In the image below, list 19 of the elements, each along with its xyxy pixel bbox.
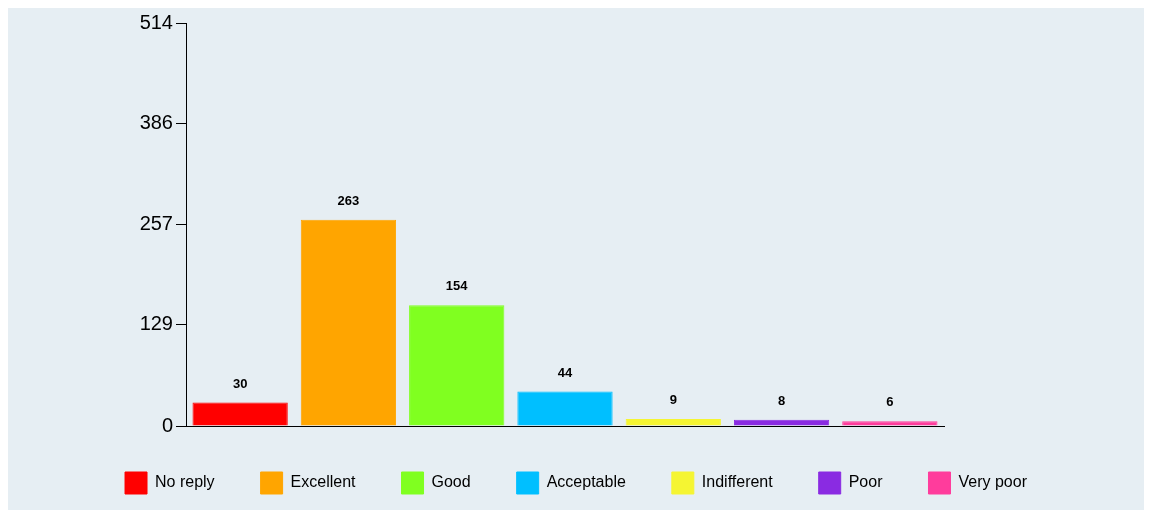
data-label: 8 bbox=[777, 392, 786, 408]
y-tick-label: 514 bbox=[139, 10, 173, 33]
legend-label: Excellent bbox=[290, 473, 357, 491]
y-tick-label: 0 bbox=[161, 413, 173, 436]
legend-label: Acceptable bbox=[546, 473, 626, 491]
data-label: 9 bbox=[669, 392, 677, 408]
data-label: 30 bbox=[232, 375, 248, 391]
data-label: 6 bbox=[886, 394, 894, 410]
y-tick-label: 386 bbox=[139, 110, 173, 133]
data-label: 44 bbox=[557, 364, 573, 380]
data-label: 263 bbox=[337, 192, 360, 208]
legend-label: No reply bbox=[155, 473, 215, 491]
legend-label: Very poor bbox=[958, 473, 1028, 491]
data-label: 154 bbox=[445, 278, 469, 294]
legend-label: Good bbox=[431, 473, 471, 491]
legend-label: Indifferent bbox=[701, 473, 774, 491]
y-tick-label: 257 bbox=[139, 212, 173, 235]
legend-label: Poor bbox=[848, 473, 884, 491]
y-tick-label: 129 bbox=[139, 312, 173, 335]
